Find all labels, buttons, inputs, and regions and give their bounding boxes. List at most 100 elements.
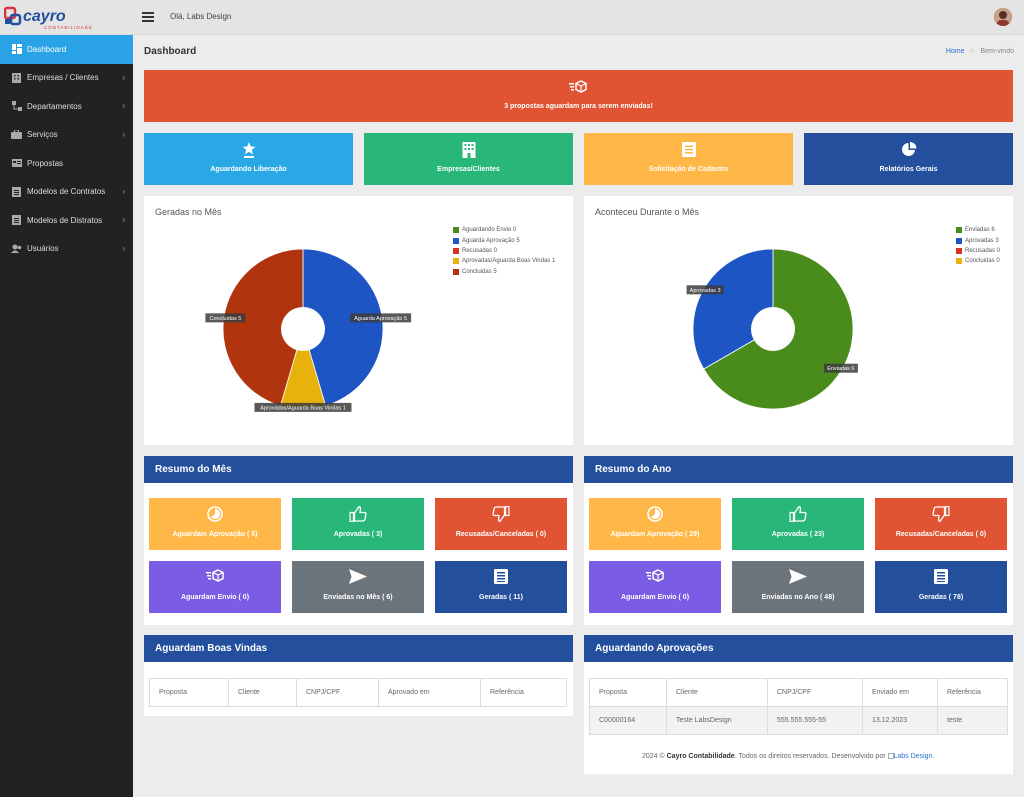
legend-item-aguardando-envio[interactable]: Aguardando Envio 0: [453, 225, 555, 235]
resumo-ano-card-aguardam-aprovacao[interactable]: Aguardam Aprovação ( 29): [589, 498, 721, 550]
legend-swatch: [453, 227, 459, 234]
users-icon: [11, 244, 22, 254]
tile-relatorios-gerais[interactable]: Relatórios Gerais: [804, 133, 1013, 185]
sidebar-item-label: Modelos de Distratos: [27, 215, 103, 225]
resumo-mes-card-recusadas-canceladas[interactable]: Recusadas/Canceladas ( 0): [435, 498, 567, 550]
document-icon: [11, 186, 22, 197]
legend-swatch: [956, 258, 962, 265]
data-label-box: [823, 363, 858, 373]
menu-toggle-icon[interactable]: [142, 12, 154, 22]
sidebar-item-label: Usuários: [27, 244, 59, 254]
sidebar-item-usuarios[interactable]: Usuários ›: [0, 235, 133, 264]
column-header[interactable]: Referência: [480, 678, 567, 707]
shipping-icon: [569, 80, 587, 99]
tile-empresas-clientes[interactable]: Empresas/Clientes: [364, 133, 573, 185]
chevron-right-icon: ›: [122, 129, 125, 139]
hourglass-icon: [647, 506, 663, 527]
breadcrumb-home-link[interactable]: Home: [945, 48, 965, 55]
cayro-logo[interactable]: cayro CONTABILIDADE: [4, 5, 102, 31]
sidebar-item-label: Serviços: [27, 130, 58, 140]
legend-label: Aprovadas/Aguarda Boas Vindas 1: [462, 258, 556, 265]
sidebar-item-modelos-contratos[interactable]: Modelos de Contratos ›: [0, 178, 133, 207]
column-header[interactable]: Proposta: [589, 678, 667, 707]
resumo-mes-card-aguardam-aprovacao[interactable]: Aguardam Aprovação ( 5): [149, 498, 281, 550]
sidebar-item-propostas[interactable]: Propostas: [0, 149, 133, 178]
thumbs-down-icon: [932, 505, 950, 527]
cell-enviado-em: 13.12.2023: [862, 706, 938, 735]
sidebar-item-departamentos[interactable]: Departamentos ›: [0, 92, 133, 121]
legend-item-enviadas[interactable]: Enviadas 6: [956, 225, 1000, 235]
data-label-aprovadas-aguarda-boas-vindas: Aprovadas/Aguarda Boas Vindas 1: [260, 405, 346, 411]
data-label-box: [686, 285, 724, 295]
legend-swatch: [956, 237, 962, 244]
legend-item-concluidas[interactable]: Concluidas 0: [956, 256, 1000, 266]
resumo-mes-card-aprovadas[interactable]: Aprovadas ( 3): [292, 498, 424, 550]
legend-item-aguarda-aprovacao[interactable]: Aguarda Aprovação 5: [453, 235, 555, 245]
breadcrumb-separator: >: [970, 48, 975, 55]
legend-swatch: [453, 268, 459, 275]
tile-solicitacao-cadastro[interactable]: Solicitação de Cadastro: [584, 133, 793, 185]
sidebar-item-dashboard[interactable]: Dashboard: [0, 35, 133, 64]
broken-image-icon: [887, 753, 894, 760]
legend-label: Enviadas 6: [965, 227, 995, 234]
column-header[interactable]: CNPJ/CPF: [296, 678, 379, 707]
resumo-ano-card-recusadas-canceladas[interactable]: Recusadas/Canceladas ( 0): [875, 498, 1007, 550]
card-label: Aguardam Envio ( 0): [620, 594, 690, 601]
sidebar-item-servicos[interactable]: Serviços ›: [0, 121, 133, 150]
card-label: Aguardam Aprovação ( 29): [610, 531, 700, 538]
legend-label: Concluidas 0: [965, 258, 1000, 265]
resumo-ano-card-enviadas-no-ano[interactable]: Enviadas no Ano ( 48): [732, 561, 864, 613]
legend-item-recusadas[interactable]: Recusadas 0: [453, 246, 555, 256]
legend-label: Recusadas 0: [462, 247, 498, 254]
resumo-ano-card-geradas[interactable]: Geradas ( 78): [875, 561, 1007, 613]
card-label: Aguardam Envio ( 0): [180, 594, 250, 601]
tile-label: Aguardando Liberação: [210, 166, 287, 173]
data-label-aprovadas: Aprovadas 3: [690, 288, 721, 294]
donut-hole: [281, 307, 325, 351]
card-label: Recusadas/Canceladas ( 0): [455, 531, 547, 538]
data-label-box: [254, 402, 352, 412]
donut-hole: [751, 307, 795, 351]
footer: 2024 © Cayro Contabilidade. Todos os dir…: [642, 753, 934, 760]
cell-cnpj-cpf: 555.555.555-55: [767, 706, 863, 735]
column-header[interactable]: Aprovado em: [378, 678, 481, 707]
sidebar-item-modelos-distratos[interactable]: Modelos de Distratos ›: [0, 206, 133, 235]
card-label: Recusadas/Canceladas ( 0): [895, 531, 987, 538]
legend-item-concluidas[interactable]: Concluidas 5: [453, 267, 555, 277]
resumo-mes-card-aguardam-envio[interactable]: Aguardam Envio ( 0): [149, 561, 281, 613]
aprovacoes-panel: Aguardando Aprovações Proposta Cliente C…: [584, 635, 1013, 774]
card-label: Aprovadas ( 23): [771, 531, 825, 538]
boas-vindas-title: Aguardam Boas Vindas: [144, 635, 573, 662]
legend-item-aprovadas[interactable]: Aprovadas 3: [956, 235, 1000, 245]
sidebar-item-empresas[interactable]: Empresas / Clientes ›: [0, 64, 133, 93]
column-header[interactable]: Referência: [937, 678, 1008, 707]
topbar: cayro CONTABILIDADE Olá, Labs Design: [0, 0, 1024, 35]
avatar[interactable]: [994, 8, 1012, 26]
pending-proposals-alert[interactable]: 3 propostas aguardam para serem enviadas…: [144, 70, 1013, 122]
card-label: Enviadas no Mês ( 6): [323, 594, 393, 601]
column-header[interactable]: CNPJ/CPF: [767, 678, 863, 707]
card-label: Geradas ( 11): [479, 594, 523, 601]
resumo-mes-card-geradas[interactable]: Geradas ( 11): [435, 561, 567, 613]
column-header[interactable]: Proposta: [149, 678, 229, 707]
cell-cliente: Teste LabsDesign: [666, 706, 768, 735]
column-header[interactable]: Cliente: [228, 678, 297, 707]
column-header[interactable]: Enviado em: [862, 678, 938, 707]
legend-swatch: [453, 247, 459, 254]
resumo-ano-card-aprovadas[interactable]: Aprovadas ( 23): [732, 498, 864, 550]
footer-labs-design-link[interactable]: Labs Design.: [893, 753, 935, 760]
legend-label: Recusadas 0: [965, 247, 1001, 254]
legend-swatch: [453, 258, 459, 265]
resumo-mes-title: Resumo do Mês: [144, 456, 573, 483]
tile-aguardando-liberacao[interactable]: Aguardando Liberação: [144, 133, 353, 185]
legend-label: Concluidas 5: [462, 268, 497, 275]
table-row[interactable]: C00000164 Teste LabsDesign 555.555.555-5…: [589, 706, 1008, 735]
resumo-mes-card-enviadas-no-mes[interactable]: Enviadas no Mês ( 6): [292, 561, 424, 613]
column-header[interactable]: Cliente: [666, 678, 768, 707]
legend-item-recusadas[interactable]: Recusadas 0: [956, 246, 1000, 256]
resumo-ano-card-aguardam-envio[interactable]: Aguardam Envio ( 0): [589, 561, 721, 613]
legend-item-aprovadas-aguarda-boas-vindas[interactable]: Aprovadas/Aguarda Boas Vindas 1: [453, 256, 555, 266]
legend-label: Aguarda Aprovação 5: [462, 237, 520, 244]
legend-swatch: [956, 227, 962, 234]
